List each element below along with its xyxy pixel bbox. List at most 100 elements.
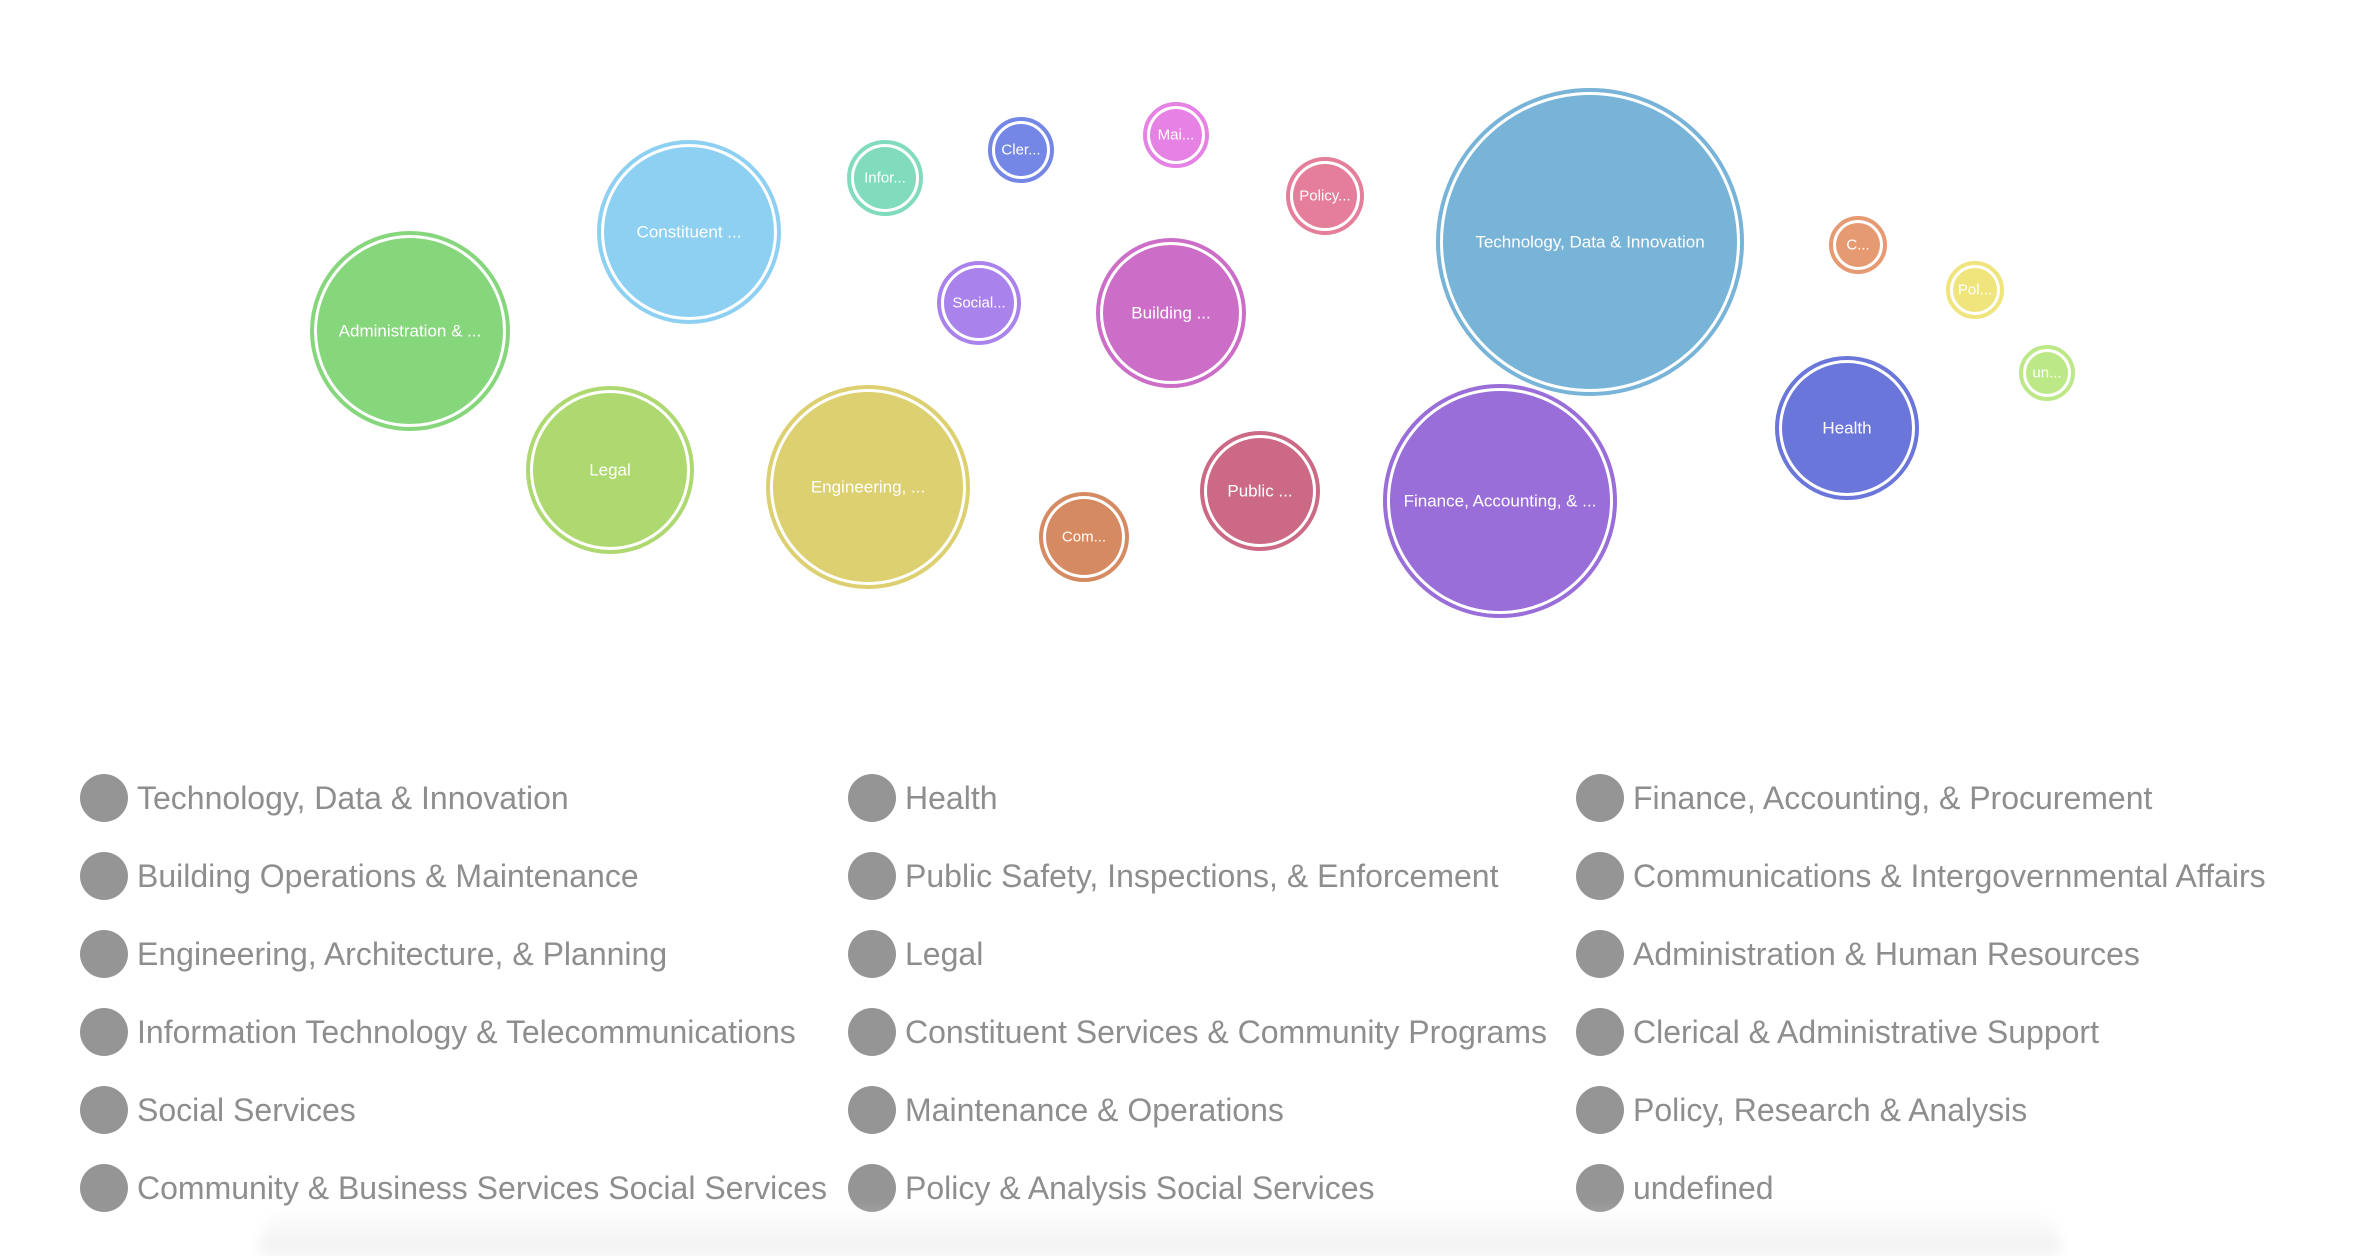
bubble[interactable]: Public ... — [1200, 431, 1320, 551]
legend-item[interactable]: Clerical & Administrative Support — [1576, 1004, 2099, 1060]
bubble-fill — [1150, 109, 1202, 161]
legend-item[interactable]: Finance, Accounting, & Procurement — [1576, 770, 2152, 826]
bubble[interactable]: Pol... — [1946, 261, 2004, 319]
bubble-fill — [604, 147, 774, 317]
bubble[interactable]: Policy... — [1286, 157, 1364, 235]
legend-dot-icon — [848, 1008, 896, 1056]
bubble[interactable]: Finance, Accounting, & ... — [1383, 384, 1617, 618]
bubble-fill — [1046, 499, 1122, 575]
bubble-fill — [995, 124, 1047, 176]
legend-item[interactable]: Public Safety, Inspections, & Enforcemen… — [848, 848, 1498, 904]
bubble-fill — [1953, 268, 1997, 312]
legend-item[interactable]: Communications & Intergovernmental Affai… — [1576, 848, 2266, 904]
legend-label: Finance, Accounting, & Procurement — [1633, 779, 2153, 816]
legend-item[interactable]: Health — [848, 770, 998, 826]
legend-dot-icon — [80, 852, 128, 900]
legend-dot-icon — [80, 1164, 128, 1212]
bubble-fill — [1390, 391, 1610, 611]
bubble[interactable]: Com... — [1039, 492, 1129, 582]
bubble-label: Finance, Accounting, & ... — [1404, 492, 1597, 511]
bubble-fill — [944, 268, 1014, 338]
bubble[interactable]: Infor... — [847, 140, 923, 216]
bubble-fill — [1207, 438, 1313, 544]
bubble[interactable]: Technology, Data & Innovation — [1436, 88, 1744, 396]
bubble[interactable]: Social... — [937, 261, 1021, 345]
bubble-label: Legal — [589, 461, 631, 480]
legend-label: Policy & Analysis Social Services — [905, 1169, 1375, 1206]
legend-item[interactable]: Information Technology & Telecommunicati… — [80, 1004, 796, 1060]
legend-dot-icon — [1576, 1164, 1624, 1212]
legend-label: undefined — [1633, 1169, 1774, 1206]
bubble-label: Engineering, ... — [811, 478, 925, 497]
bubble[interactable]: Mai... — [1143, 102, 1209, 168]
legend-dot-icon — [848, 852, 896, 900]
bubble-fill — [1782, 363, 1912, 493]
legend-label: Health — [905, 779, 998, 816]
legend-label: Information Technology & Telecommunicati… — [137, 1013, 796, 1050]
legend-item[interactable]: undefined — [1576, 1160, 1774, 1216]
legend-dot-icon — [80, 1086, 128, 1134]
bubble-label: Social... — [952, 295, 1005, 312]
bubble-fill — [1293, 164, 1357, 228]
bubble-fill — [317, 238, 503, 424]
legend-dot-icon — [848, 1086, 896, 1134]
legend-item[interactable]: Maintenance & Operations — [848, 1082, 1284, 1138]
bubble[interactable]: Constituent ... — [597, 140, 781, 324]
legend-item[interactable]: Social Services — [80, 1082, 356, 1138]
legend-item[interactable]: Legal — [848, 926, 983, 982]
bubble-label: Infor... — [864, 170, 906, 187]
bubble[interactable]: Administration & ... — [310, 231, 510, 431]
bubble[interactable]: un... — [2019, 345, 2075, 401]
legend-label: Maintenance & Operations — [905, 1091, 1284, 1128]
bubble-label: Administration & ... — [339, 322, 482, 341]
legend-item[interactable]: Engineering, Architecture, & Planning — [80, 926, 667, 982]
bubble-label: Building ... — [1131, 304, 1210, 323]
legend-dot-icon — [848, 1164, 896, 1212]
bubble-fill — [2026, 352, 2068, 394]
legend-dot-icon — [1576, 1008, 1624, 1056]
legend-item[interactable]: Policy, Research & Analysis — [1576, 1082, 2027, 1138]
bubble-label: Policy... — [1299, 188, 1350, 205]
legend-item[interactable]: Technology, Data & Innovation — [80, 770, 569, 826]
bubble-fill — [1103, 245, 1239, 381]
legend-dot-icon — [848, 930, 896, 978]
bubble-fill — [533, 393, 687, 547]
bubble-label: Mai... — [1158, 127, 1195, 144]
legend-dot-icon — [1576, 1086, 1624, 1134]
bubble-label: un... — [2032, 365, 2061, 382]
legend-item[interactable]: Building Operations & Maintenance — [80, 848, 639, 904]
legend-item[interactable]: Administration & Human Resources — [1576, 926, 2140, 982]
legend-label: Engineering, Architecture, & Planning — [137, 935, 668, 972]
legend-label: Social Services — [137, 1091, 356, 1128]
bubble[interactable]: Cler... — [988, 117, 1054, 183]
bubble-label: Pol... — [1958, 282, 1992, 299]
legend-label: Technology, Data & Innovation — [137, 779, 569, 816]
legend-item[interactable]: Policy & Analysis Social Services — [848, 1160, 1375, 1216]
legend-dot-icon — [1576, 852, 1624, 900]
bubble-fill — [854, 147, 916, 209]
legend-label: Building Operations & Maintenance — [137, 857, 639, 894]
bubble[interactable]: Legal — [526, 386, 694, 554]
legend-dot-icon — [1576, 774, 1624, 822]
legend-label: Legal — [905, 935, 984, 972]
bubble[interactable]: Engineering, ... — [766, 385, 970, 589]
legend-item[interactable]: Constituent Services & Community Program… — [848, 1004, 1547, 1060]
legend-item[interactable]: Community & Business Services Social Ser… — [80, 1160, 827, 1216]
bubble-label: C... — [1846, 237, 1869, 254]
legend-dot-icon — [80, 1008, 128, 1056]
legend: Technology, Data & Innovation Building O… — [80, 770, 2320, 1240]
bubble[interactable]: C... — [1829, 216, 1887, 274]
bubble-label: Constituent ... — [637, 223, 742, 242]
bubble[interactable]: Building ... — [1096, 238, 1246, 388]
bubble-fill — [1443, 95, 1737, 389]
legend-dot-icon — [80, 774, 128, 822]
legend-label: Community & Business Services Social Ser… — [137, 1169, 828, 1206]
legend-label: Administration & Human Resources — [1633, 935, 2140, 972]
bubble-label: Cler... — [1001, 142, 1040, 159]
bubble-label: Health — [1822, 419, 1871, 438]
bubble-label: Com... — [1062, 529, 1106, 546]
bubble[interactable]: Health — [1775, 356, 1919, 500]
bubble-fill — [1836, 223, 1880, 267]
legend-label: Policy, Research & Analysis — [1633, 1091, 2028, 1128]
legend-label: Clerical & Administrative Support — [1633, 1013, 2099, 1050]
